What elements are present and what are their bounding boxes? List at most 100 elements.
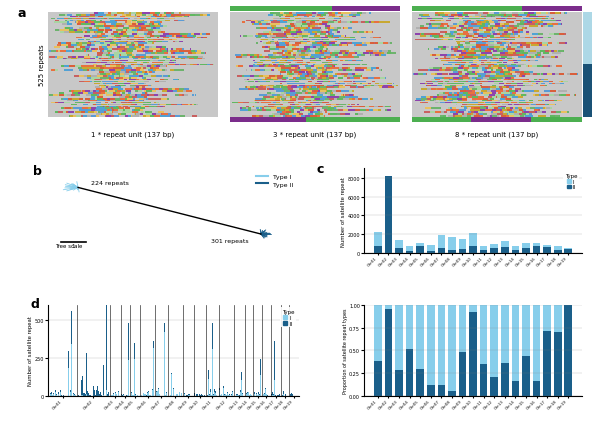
Bar <box>112 51 118 53</box>
Bar <box>503 60 508 62</box>
Bar <box>304 99 310 100</box>
Bar <box>507 19 511 20</box>
Bar <box>283 102 288 104</box>
Bar <box>245 23 251 24</box>
Bar <box>333 85 338 87</box>
Bar <box>124 64 128 66</box>
Bar <box>548 66 550 68</box>
Bar <box>311 57 314 58</box>
Bar <box>450 108 452 110</box>
Bar <box>118 13 124 14</box>
Bar <box>530 24 535 26</box>
Bar <box>451 85 456 87</box>
Bar <box>62 95 64 97</box>
Bar <box>453 28 456 30</box>
Bar <box>458 81 463 83</box>
Bar <box>130 101 134 102</box>
Bar <box>128 116 131 118</box>
Bar <box>251 24 254 26</box>
Bar <box>438 13 444 14</box>
Bar <box>443 99 445 100</box>
Bar <box>129 80 136 81</box>
Bar <box>508 64 511 66</box>
Bar <box>115 70 121 72</box>
Bar <box>125 99 127 100</box>
Bar <box>99 28 105 30</box>
Bar <box>118 60 120 62</box>
Bar <box>123 110 125 112</box>
Bar <box>323 49 326 51</box>
Bar <box>539 108 544 110</box>
Bar <box>73 116 76 118</box>
Bar <box>146 68 149 70</box>
Bar <box>470 43 476 45</box>
Bar <box>500 53 505 55</box>
Bar <box>323 32 326 34</box>
Bar <box>97 95 100 97</box>
Bar <box>243 55 247 57</box>
Bar <box>449 47 451 49</box>
Bar <box>524 26 529 28</box>
Bar <box>512 246 519 253</box>
Bar <box>128 26 130 28</box>
Bar <box>95 87 100 89</box>
Bar <box>274 87 280 89</box>
Bar <box>438 28 443 30</box>
Bar <box>121 91 125 93</box>
Bar <box>371 70 373 72</box>
Bar <box>346 70 352 72</box>
Bar <box>86 110 89 112</box>
Bar <box>143 116 146 118</box>
Bar <box>295 57 301 58</box>
Bar <box>89 63 96 64</box>
Bar <box>120 66 121 68</box>
Bar <box>67 43 71 45</box>
Bar <box>88 101 90 102</box>
Bar <box>452 87 455 89</box>
Bar <box>284 95 286 97</box>
Bar <box>295 91 299 93</box>
Bar <box>151 76 156 78</box>
Bar <box>118 68 124 70</box>
Bar <box>103 95 106 97</box>
Bar <box>526 23 527 24</box>
Bar <box>337 114 340 115</box>
Bar <box>522 356 530 396</box>
Bar <box>421 97 426 98</box>
Bar <box>274 102 276 104</box>
Bar <box>62 112 65 114</box>
Bar <box>271 30 272 32</box>
Bar <box>108 76 115 78</box>
Bar <box>111 116 113 118</box>
Bar <box>310 53 315 55</box>
Bar <box>361 83 362 85</box>
Bar <box>437 78 442 79</box>
Bar <box>425 108 431 110</box>
Bar <box>299 78 301 79</box>
Bar <box>436 17 442 18</box>
Bar <box>424 15 429 17</box>
Bar <box>437 89 443 91</box>
Bar <box>292 68 295 70</box>
Bar <box>260 106 263 108</box>
Bar <box>151 80 155 81</box>
Bar <box>344 28 348 30</box>
Bar <box>58 95 59 97</box>
Bar <box>547 108 550 110</box>
Bar <box>468 70 472 72</box>
Bar <box>467 13 472 14</box>
Bar <box>526 17 529 18</box>
Bar <box>461 28 463 30</box>
Bar <box>260 81 266 83</box>
Bar <box>548 43 553 45</box>
Bar <box>102 57 108 58</box>
Bar <box>320 66 323 68</box>
Bar <box>418 70 422 72</box>
Bar <box>320 47 325 49</box>
Bar <box>313 17 314 18</box>
Bar <box>341 13 347 14</box>
Bar <box>330 53 332 55</box>
Bar <box>476 20 477 22</box>
Bar <box>302 114 308 115</box>
Bar <box>544 34 549 35</box>
